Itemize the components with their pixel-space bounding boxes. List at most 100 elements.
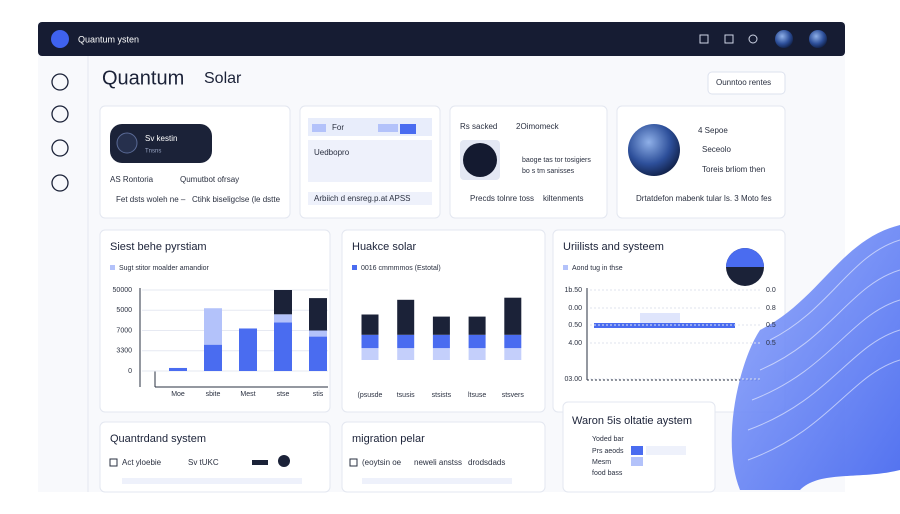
bar-segment xyxy=(504,297,522,335)
checkbox[interactable] xyxy=(349,458,358,467)
x-tick-label: sbite xyxy=(206,391,221,398)
chip xyxy=(312,124,326,132)
bar-segment xyxy=(397,334,415,349)
card-text: Qumutbot ofrsay xyxy=(180,175,239,184)
bar-segment xyxy=(204,308,222,345)
card-text: drodsdads xyxy=(468,458,505,467)
card-text: Sv tUKC xyxy=(188,458,219,467)
button-label: Ounntoo rentes xyxy=(716,78,771,87)
card xyxy=(449,105,608,219)
panel xyxy=(308,140,432,182)
bar-segment xyxy=(432,316,450,335)
x-tick-label: stsists xyxy=(432,392,452,399)
side-icon[interactable] xyxy=(51,174,69,192)
y-tick-label: 1b.50 xyxy=(564,287,582,294)
y-tick-label: 50000 xyxy=(113,287,133,294)
strip xyxy=(362,478,512,484)
nav-icon[interactable] xyxy=(748,34,758,44)
pill xyxy=(110,124,212,163)
x-tick-label: Moe xyxy=(171,391,185,398)
y2-tick-label: 0.5 xyxy=(766,340,776,347)
card-text: AS Rontoria xyxy=(110,175,154,184)
card-text: (eoytsin oe xyxy=(362,458,402,467)
pill-title: Sv kestin xyxy=(145,134,177,143)
highlight xyxy=(640,313,680,325)
nav-icon[interactable] xyxy=(699,34,709,44)
wave-line xyxy=(769,239,900,341)
logo xyxy=(51,30,69,48)
card-text: Seceolo xyxy=(702,145,731,154)
button[interactable] xyxy=(707,71,786,95)
bar-segment xyxy=(504,334,522,349)
legend-label: Aond tug in thse xyxy=(572,265,623,272)
card xyxy=(99,421,331,493)
bar-segment xyxy=(309,336,327,371)
legend-swatch xyxy=(563,265,568,270)
y2-tick-label: 0.0 xyxy=(766,287,776,294)
pill-icon xyxy=(116,132,138,154)
bar-segment xyxy=(239,328,257,371)
wave-line xyxy=(759,269,900,371)
bar-segment xyxy=(274,322,292,371)
chart-title: Siest behe pyrstiam xyxy=(110,241,207,253)
y2-tick-label: 0.8 xyxy=(766,305,776,312)
pill-sub: Tnsns xyxy=(145,149,161,155)
chip xyxy=(646,446,686,455)
card-text: For xyxy=(332,123,344,132)
checkbox[interactable] xyxy=(109,458,118,467)
y-tick-label: 0.50 xyxy=(568,322,582,329)
card-text: Ctihk biseligclse (le dstte xyxy=(192,195,281,204)
x-tick-label: stsvers xyxy=(502,392,525,399)
legend-swatch xyxy=(352,265,357,270)
card-text: 2Oimomeck xyxy=(516,122,560,131)
card-text: kiltenments xyxy=(543,194,583,203)
card-title: Quantrdand system xyxy=(110,433,206,445)
strip xyxy=(308,192,432,205)
card-text: Uedbopro xyxy=(314,148,350,157)
bar-segment xyxy=(468,348,486,360)
card-text: Drtatdefon mabenk tular ls. 3 Moto fes xyxy=(636,194,772,203)
card-text: Fet dsts woleh ne – xyxy=(116,195,186,204)
bar-segment xyxy=(361,348,379,360)
page-title: Quantum xyxy=(102,67,184,89)
avatar[interactable] xyxy=(775,30,793,48)
card-title: migration pelar xyxy=(352,433,425,445)
nav-icon[interactable] xyxy=(724,34,734,44)
donut-part xyxy=(726,248,764,267)
wave-line xyxy=(747,359,900,461)
legend-swatch xyxy=(110,265,115,270)
bar-segment xyxy=(274,290,292,315)
bar-segment xyxy=(397,348,415,360)
card-text: baoge tas tor tosigiers xyxy=(522,157,591,164)
card-text: Mesm xyxy=(592,459,611,466)
bar-segment xyxy=(204,344,222,371)
y-tick-label: 5000 xyxy=(116,307,132,314)
wave-line xyxy=(747,329,900,431)
chip xyxy=(378,124,398,132)
wave-decor xyxy=(731,225,900,490)
x-tick-label: tsusis xyxy=(397,392,415,399)
bar-segment xyxy=(274,314,292,323)
side-icon[interactable] xyxy=(51,73,69,91)
avatar[interactable] xyxy=(809,30,827,48)
x-tick-label: Mest xyxy=(240,391,255,398)
bar-segment xyxy=(309,298,327,331)
bar-segment xyxy=(468,316,486,335)
bar-segment xyxy=(432,334,450,349)
card-text: Arbiich d ensreg.p.at APSS xyxy=(314,194,411,203)
side-icon[interactable] xyxy=(51,105,69,123)
x-tick-label: stse xyxy=(277,391,290,398)
bar-segment xyxy=(504,348,522,360)
card xyxy=(341,421,546,493)
side-icon[interactable] xyxy=(51,139,69,157)
card-text: Rs sacked xyxy=(460,122,497,131)
x-tick-label: stis xyxy=(313,391,324,398)
y-tick-label: 7000 xyxy=(116,327,132,334)
dot xyxy=(278,455,290,467)
navbar xyxy=(38,22,845,56)
card-text: neweli anstss xyxy=(414,458,462,467)
panel-title: Uriilists and systeem xyxy=(563,241,664,253)
bar-segment xyxy=(309,330,327,337)
globe xyxy=(628,124,680,176)
